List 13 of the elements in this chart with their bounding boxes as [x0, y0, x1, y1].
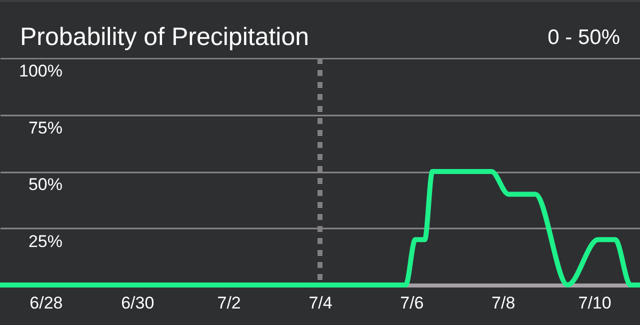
x-tick-label: 6/30: [121, 294, 154, 312]
x-tick-label: 7/10: [578, 294, 612, 312]
y-tick-label: 50%: [28, 175, 62, 194]
chart-subtitle: 0 - 50%: [548, 26, 620, 51]
x-tick-label: 7/8: [492, 294, 516, 312]
x-tick-label: 6/28: [30, 294, 63, 312]
y-tick-label: 75%: [28, 118, 62, 138]
y-tick-label: 25%: [28, 232, 62, 251]
x-tick-label: 7/6: [400, 294, 424, 312]
y-tick-label: 100%: [19, 62, 62, 80]
x-tick-label: 7/2: [217, 294, 241, 312]
chart-title: Probability of Precipitation: [20, 23, 310, 53]
x-tick-label: 7/4: [308, 294, 332, 312]
